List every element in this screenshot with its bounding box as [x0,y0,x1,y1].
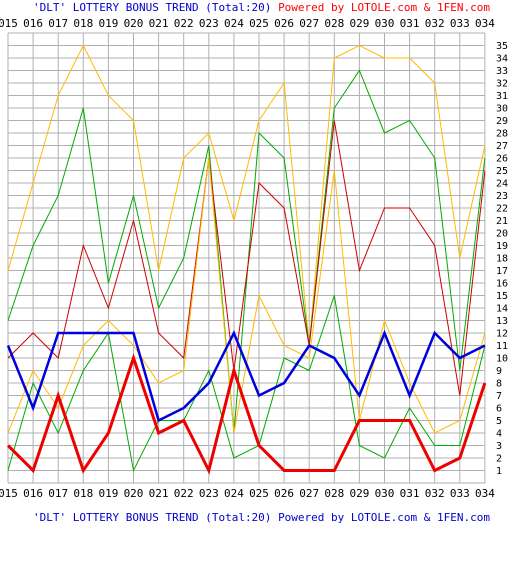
y-tick-label: 7 [496,391,502,402]
y-tick-label: 20 [496,229,508,240]
x-tick-label-bottom: 029 [349,487,369,500]
x-tick-label-top: 023 [199,17,219,30]
y-tick-label: 5 [496,416,502,427]
y-tick-label: 27 [496,141,508,152]
x-tick-label-top: 028 [324,17,344,30]
y-tick-label: 34 [496,54,508,65]
x-tick-label-top: 032 [425,17,445,30]
x-tick-label-bottom: 015 [0,487,18,500]
x-tick-label-bottom: 019 [98,487,118,500]
y-tick-label: 28 [496,129,508,140]
header-powered: Powered by LOTOLE.com & 1FEN.com [278,1,490,14]
x-tick-label-bottom: 022 [174,487,194,500]
y-tick-label: 2 [496,454,502,465]
x-tick-label-bottom: 030 [375,487,395,500]
y-tick-label: 26 [496,154,508,165]
x-tick-label-top: 020 [124,17,144,30]
y-tick-label: 33 [496,66,508,77]
y-tick-label: 22 [496,204,508,215]
series-line-2 [7,69,486,434]
y-tick-label: 6 [496,404,502,415]
y-tick-label: 3 [496,441,502,452]
x-tick-label-top: 033 [450,17,470,30]
x-tick-label-top: 025 [249,17,269,30]
y-tick-label: 17 [496,266,508,277]
x-tick-labels-top: 015 016 017 018 019 020 021 022 023 024 025 026 027 0… [0,17,495,30]
y-tick-label: 19 [496,241,508,252]
y-tick-label: 21 [496,216,508,227]
x-tick-label-top: 031 [400,17,420,30]
x-tick-label-top: 024 [224,17,244,30]
y-tick-label: 31 [496,91,508,102]
x-tick-label-bottom: 032 [425,487,445,500]
y-tick-label: 4 [496,429,502,440]
series-line-6 [6,329,486,423]
x-tick-label-top: 029 [349,17,369,30]
y-tick-label: 11 [496,341,508,352]
x-tick-label-top: 018 [73,17,93,30]
y-tick-label: 23 [496,191,508,202]
x-tick-label-bottom: 028 [324,487,344,500]
y-tick-label: 1 [496,466,502,477]
y-tick-label: 16 [496,279,508,290]
x-tick-label-bottom: 031 [400,487,420,500]
y-tick-label: 9 [496,366,502,377]
y-tick-label: 8 [496,379,502,390]
x-tick-label-bottom: 020 [124,487,144,500]
y-tick-label: 24 [496,179,508,190]
x-tick-label-bottom: 016 [23,487,43,500]
x-tick-label-top: 026 [274,17,294,30]
y-tick-label: 14 [496,304,508,315]
header-title: 'DLT' LOTTERY BONUS TREND (Total:20) [33,1,272,14]
y-tick-label: 12 [496,329,508,340]
x-tick-label-top: 019 [98,17,118,30]
x-tick-label-bottom: 026 [274,487,294,500]
series-line-7 [6,353,487,475]
x-tick-label-bottom: 034 [475,487,495,500]
x-tick-label-bottom: 018 [73,487,93,500]
footer-powered: Powered by LOTOLE.com & 1FEN.com [278,511,490,524]
header-bottom: 'DLT' LOTTERY BONUS TREND (Total:20) Pow… [0,511,523,524]
x-tick-labels-bottom: 015 016 017 018 019 020 021 022 023 024 025 026 027 0… [0,487,495,500]
x-tick-label-bottom: 025 [249,487,269,500]
y-tick-label: 15 [496,291,508,302]
y-tick-label: 25 [496,166,508,177]
x-tick-label-top: 016 [23,17,43,30]
x-tick-label-bottom: 024 [224,487,244,500]
series-line-1 [7,44,486,346]
x-tick-label-top: 030 [375,17,395,30]
x-tick-label-bottom: 017 [48,487,68,500]
y-tick-label: 35 [496,41,508,52]
series-line-5 [7,295,486,473]
x-tick-label-top: 021 [149,17,169,30]
x-tick-label-top: 022 [174,17,194,30]
x-tick-label-bottom: 027 [299,487,319,500]
series-line-3 [7,120,486,396]
x-tick-label-bottom: 023 [199,487,219,500]
x-tick-label-top: 034 [475,17,495,30]
y-tick-label: 29 [496,116,508,127]
x-tick-label-bottom: 021 [149,487,169,500]
y-tick-label: 32 [496,79,508,90]
y-tick-label: 30 [496,104,508,115]
grid [7,32,486,484]
x-tick-label-bottom: 033 [450,487,470,500]
x-tick-label-top: 015 [0,17,18,30]
x-tick-label-top: 017 [48,17,68,30]
y-tick-label: 10 [496,354,508,365]
y-tick-label: 18 [496,254,508,265]
y-tick-label: 13 [496,316,508,327]
x-tick-label-top: 027 [299,17,319,30]
footer-title: 'DLT' LOTTERY BONUS TREND (Total:20) [33,511,272,524]
y-tick-labels: 1234567891011121314151617181920212223242… [496,41,508,477]
series-lines [6,44,487,475]
header-top: 'DLT' LOTTERY BONUS TREND (Total:20) Pow… [0,1,523,14]
